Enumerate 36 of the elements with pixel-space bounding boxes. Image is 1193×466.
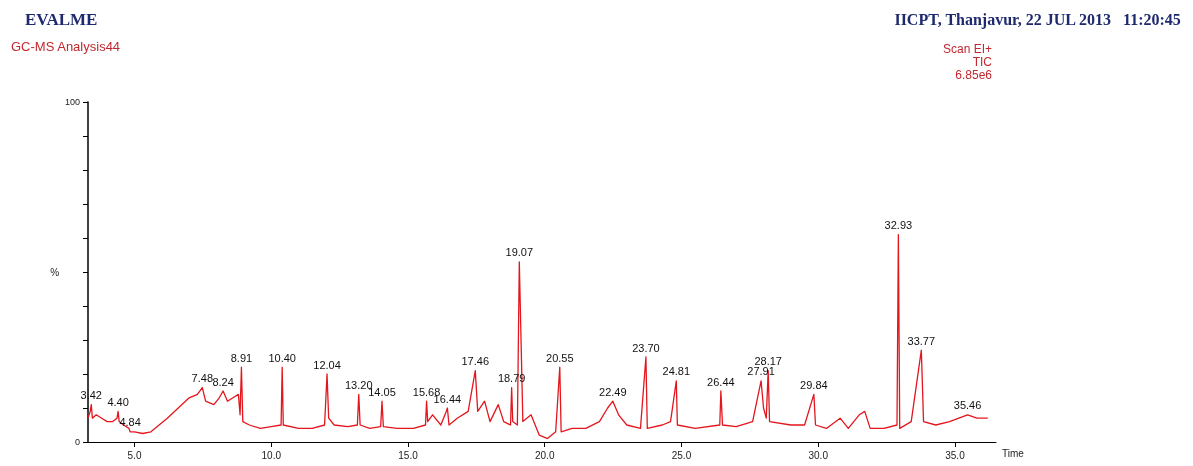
y-tick-label: 100 xyxy=(64,97,80,107)
x-axis-title: Time xyxy=(1002,447,1025,459)
annotation: 10.40 xyxy=(268,351,296,364)
text: 6.85e6 xyxy=(955,68,993,82)
text: TIC xyxy=(972,55,993,69)
annotation: 27.91 xyxy=(747,365,775,378)
annotation: 29.84 xyxy=(800,378,828,391)
annotation: 7.48 xyxy=(191,372,214,385)
annotation: 8.91 xyxy=(230,351,253,364)
annotation: 26.44 xyxy=(707,375,735,388)
x-tick-label: 30.0 xyxy=(808,449,829,461)
annotation: 12.04 xyxy=(313,358,341,371)
y-tick-label: 0 xyxy=(74,437,80,447)
annotation: 8.24 xyxy=(212,375,234,388)
annotation: 20.55 xyxy=(546,351,574,364)
text: IICPT, Thanjavur, 22 JUL 2013 11:20:45 xyxy=(894,10,1181,29)
annotation: 33.77 xyxy=(907,334,936,347)
annotation: 22.49 xyxy=(599,385,627,398)
annotation: 32.93 xyxy=(884,219,913,232)
chart-subtitle: GC-MS Analysis44 xyxy=(11,39,121,54)
annotation: 35.46 xyxy=(953,399,982,412)
y-axis-title: % xyxy=(50,266,60,278)
annotation: 19.07 xyxy=(505,246,534,259)
chart-title: EVALME xyxy=(25,10,98,29)
x-tick-label: 35.0 xyxy=(945,449,966,461)
annotation: 24.81 xyxy=(662,365,691,378)
x-tick-label: 5.0 xyxy=(127,449,142,461)
x-tick-label: 15.0 xyxy=(398,449,419,461)
annotation: 28.17 xyxy=(754,355,782,368)
annotation: 23.70 xyxy=(632,341,660,354)
annotation: 17.46 xyxy=(461,355,490,368)
x-tick-label: 25.0 xyxy=(671,449,692,461)
annotation: 4.40 xyxy=(107,395,129,408)
x-tick-label: 10.0 xyxy=(261,449,282,461)
text: Scan EI+ xyxy=(942,42,992,56)
x-tick-label: 20.0 xyxy=(535,449,555,461)
